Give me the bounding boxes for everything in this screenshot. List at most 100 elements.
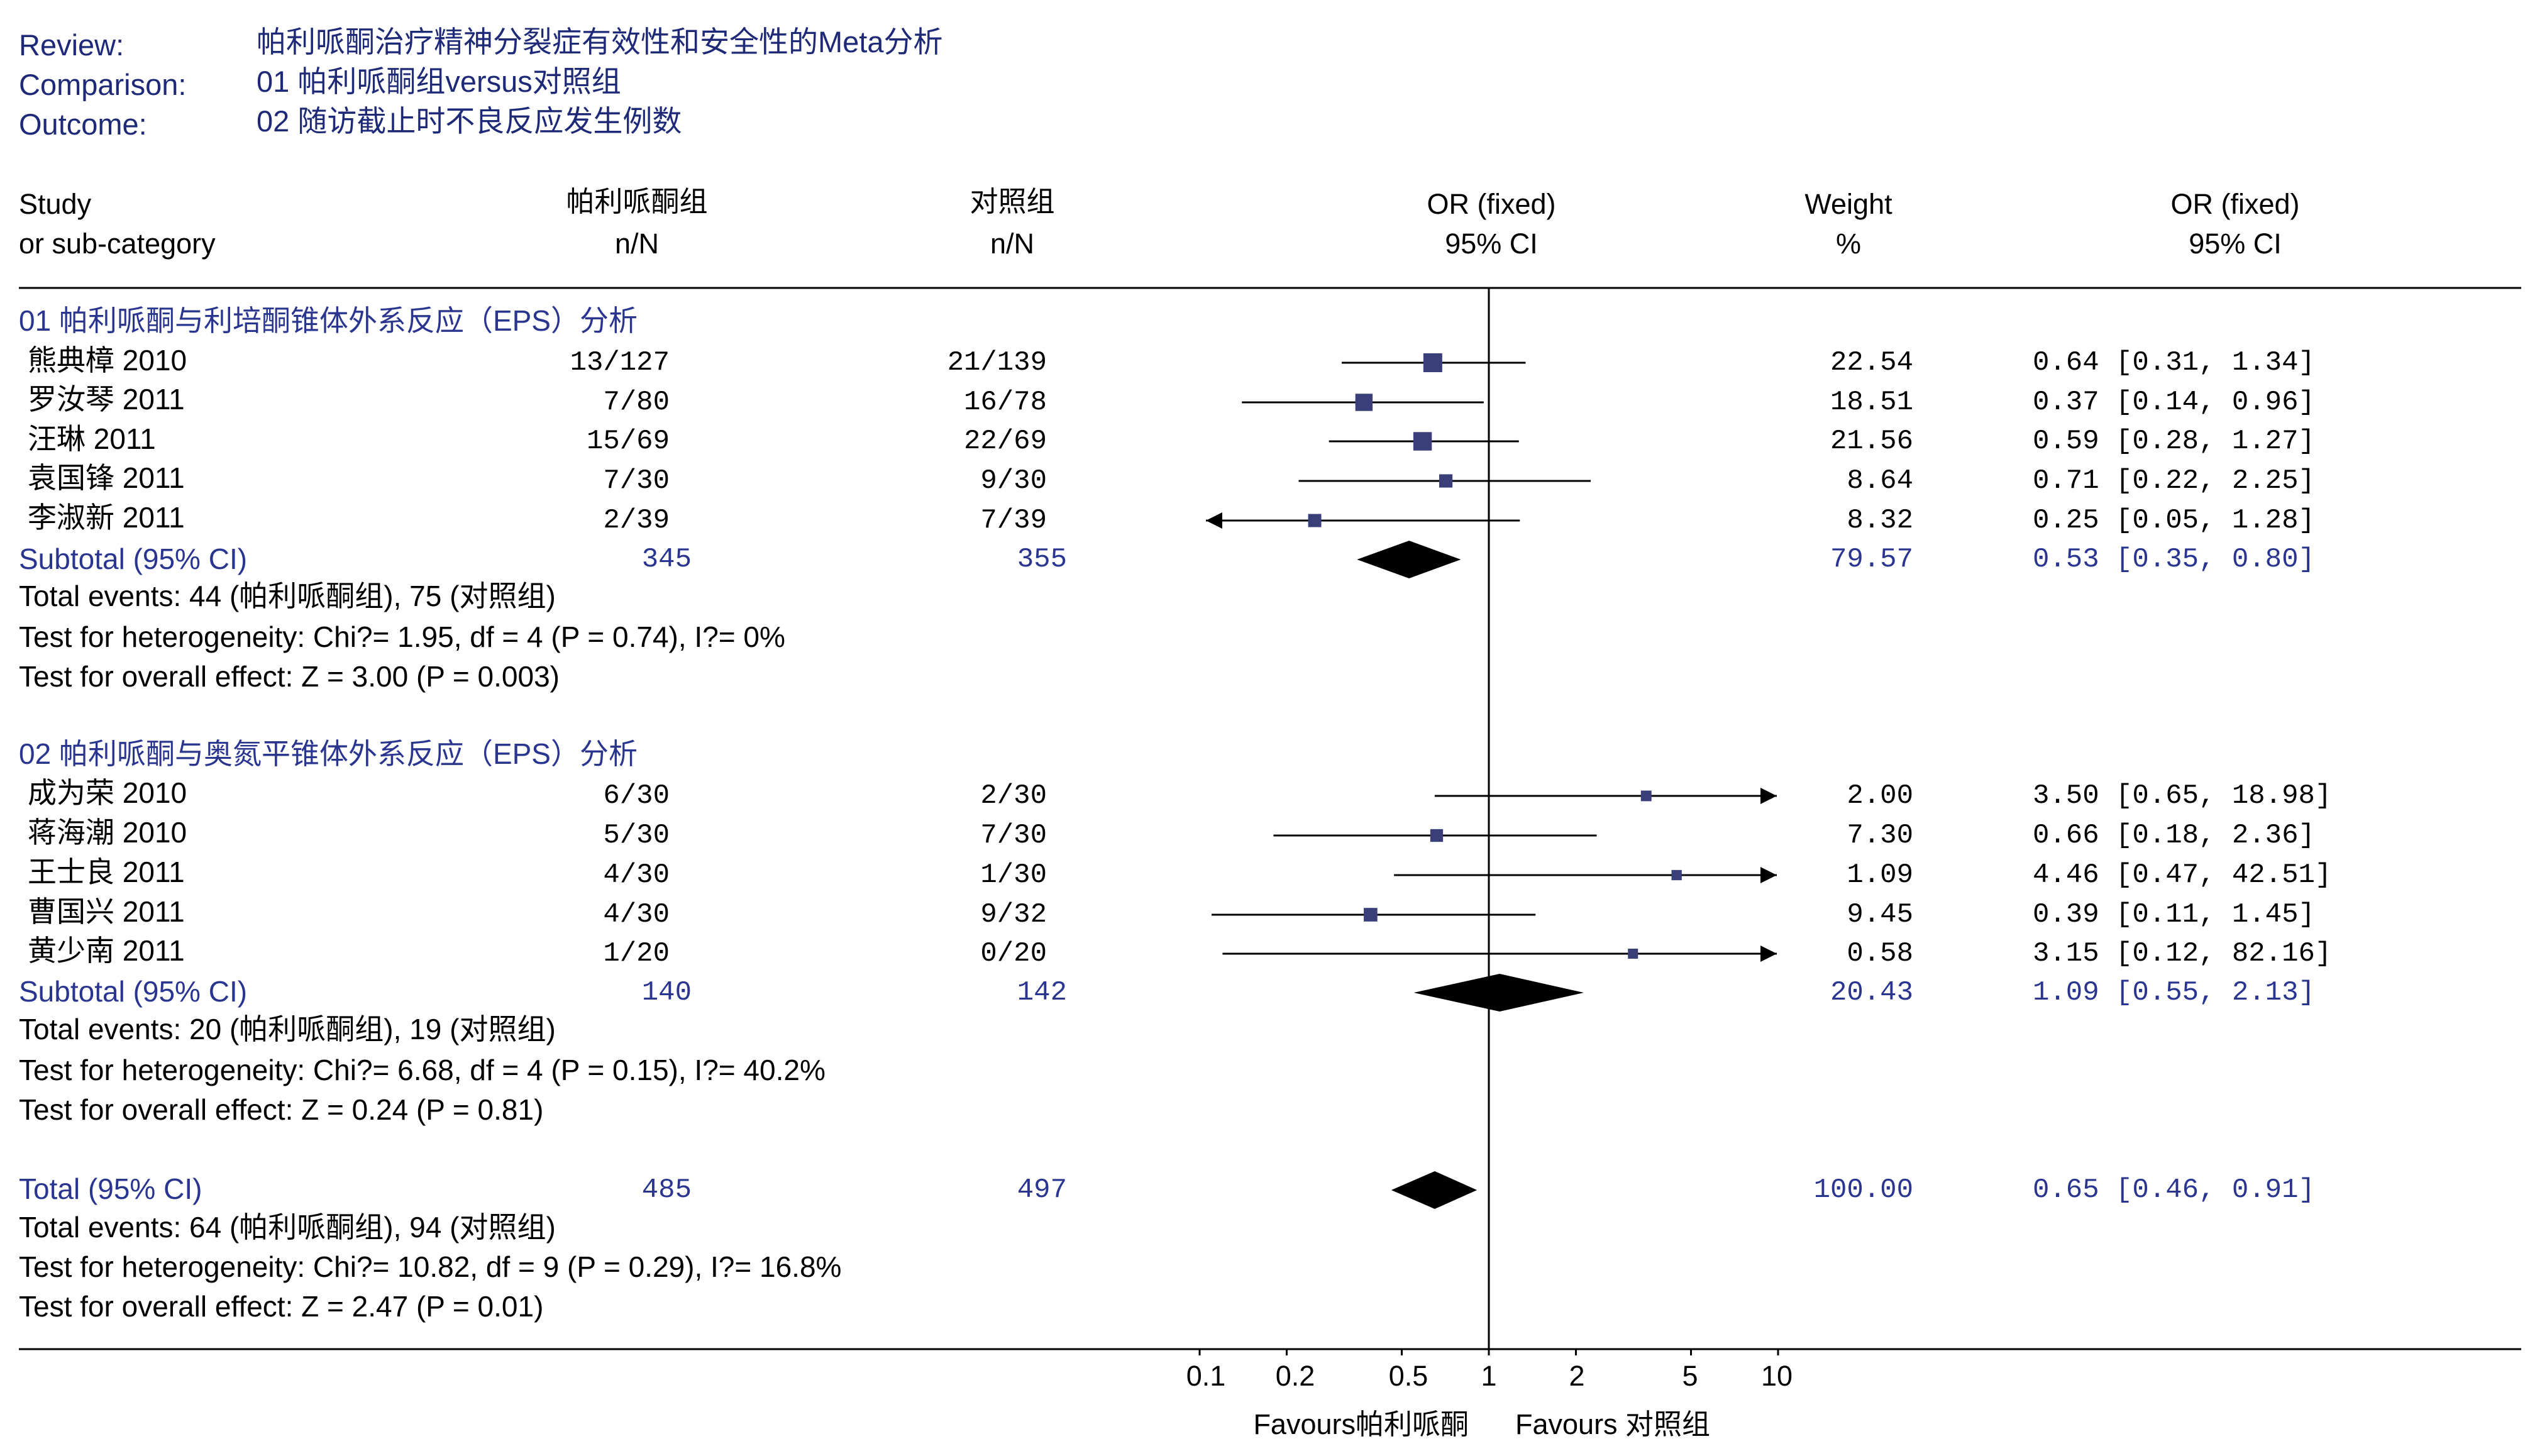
study-weight: 21.56	[1830, 426, 1913, 457]
study-treatment: 7/80	[603, 387, 670, 418]
study-weight: 8.64	[1847, 465, 1913, 497]
study-name: 熊典樟 2010	[28, 344, 187, 377]
study-weight: 7.30	[1847, 820, 1913, 851]
review-label: Review:	[19, 28, 124, 62]
heterogeneity-text: Test for heterogeneity: Chi?= 1.95, df =…	[19, 620, 785, 653]
study-or-ci: 0.66 [0.18, 2.36]	[2033, 820, 2315, 851]
subtotal-diamond	[1413, 974, 1584, 1012]
study-treatment: 4/30	[603, 899, 670, 930]
study-name: 王士良 2011	[28, 856, 185, 888]
comparison-label: Comparison:	[19, 68, 187, 101]
col-control-subheader: n/N	[990, 228, 1035, 260]
study-control: 7/30	[980, 820, 1047, 851]
study-or-ci: 0.25 [0.05, 1.28]	[2033, 505, 2315, 536]
study-control: 9/30	[980, 465, 1047, 497]
study-effect-square	[1413, 432, 1432, 451]
subtotal-control: 355	[1017, 544, 1067, 575]
study-or-ci: 0.71 [0.22, 2.25]	[2033, 465, 2315, 497]
total-events-text: Total events: 44 (帕利哌酮组), 75 (对照组)	[19, 580, 556, 612]
col-or-plot-subheader: 95% CI	[1445, 228, 1538, 260]
axis-tick-label: 0.2	[1275, 1360, 1315, 1392]
subtotal-or-ci: 1.09 [0.55, 2.13]	[2033, 977, 2315, 1008]
study-control: 1/30	[980, 859, 1047, 891]
study-effect-square	[1308, 514, 1322, 527]
axis-tick-label: 0.5	[1388, 1360, 1428, 1392]
study-weight: 18.51	[1830, 387, 1913, 418]
study-weight: 1.09	[1847, 859, 1913, 891]
ci-truncation-arrow	[1206, 512, 1222, 529]
total-treatment: 485	[641, 1174, 692, 1206]
ci-truncation-arrow	[1760, 867, 1777, 883]
group-title: 01 帕利哌酮与利培酮锥体外系反应（EPS）分析	[19, 304, 638, 337]
subtotal-or-ci: 0.53 [0.35, 0.80]	[2033, 544, 2315, 575]
study-effect-square	[1364, 908, 1378, 922]
total-or-ci: 0.65 [0.46, 0.91]	[2033, 1174, 2315, 1206]
study-treatment: 5/30	[603, 820, 670, 851]
study-name: 李淑新 2011	[28, 501, 185, 534]
study-treatment: 15/69	[586, 426, 670, 457]
study-weight: 8.32	[1847, 505, 1913, 536]
col-treatment-subheader: n/N	[614, 228, 660, 260]
ci-truncation-arrow	[1760, 788, 1777, 804]
outcome-value: 02 随访截止时不良反应发生例数	[257, 104, 682, 138]
study-name: 蒋海潮 2010	[28, 816, 187, 849]
comparison-value: 01 帕利哌酮组versus对照组	[257, 65, 621, 98]
study-name: 曹国兴 2011	[28, 895, 185, 928]
axis-tick-label: 0.1	[1186, 1360, 1226, 1392]
subtotal-control: 142	[1017, 977, 1067, 1008]
study-weight: 9.45	[1847, 899, 1913, 930]
study-name: 黄少南 2011	[28, 934, 185, 967]
study-weight: 2.00	[1847, 780, 1913, 812]
overall-effect-text: Test for overall effect: Z = 0.24 (P = 0…	[19, 1093, 544, 1126]
study-name: 罗汝琴 2011	[28, 383, 185, 416]
study-effect-square	[1439, 474, 1453, 488]
study-weight: 0.58	[1847, 938, 1913, 969]
study-or-ci: 0.64 [0.31, 1.34]	[2033, 347, 2315, 378]
study-effect-square	[1355, 394, 1373, 411]
total-control: 497	[1017, 1174, 1067, 1206]
col-or-text-subheader: 95% CI	[2189, 228, 2282, 260]
study-control: 0/20	[980, 938, 1047, 969]
total-events-text: Total events: 20 (帕利哌酮组), 19 (对照组)	[19, 1013, 556, 1045]
heterogeneity-text: Test for heterogeneity: Chi?= 10.82, df …	[19, 1250, 842, 1283]
axis-tick-label: 10	[1760, 1360, 1793, 1392]
group-title: 02 帕利哌酮与奥氮平锥体外系反应（EPS）分析	[19, 737, 638, 770]
study-effect-square	[1628, 949, 1638, 959]
study-treatment: 6/30	[603, 780, 670, 812]
study-effect-square	[1430, 829, 1444, 842]
col-study-subheader: or sub-category	[19, 228, 216, 260]
study-control: 21/139	[947, 347, 1047, 378]
total-label: Total (95% CI)	[19, 1172, 202, 1205]
study-or-ci: 3.50 [0.65, 18.98]	[2033, 780, 2332, 812]
subtotal-weight: 79.57	[1830, 544, 1913, 575]
study-treatment: 7/30	[603, 465, 670, 497]
overall-effect-text: Test for overall effect: Z = 3.00 (P = 0…	[19, 660, 560, 693]
favours-right-label: Favours 对照组	[1515, 1408, 1711, 1440]
axis-tick-label: 5	[1682, 1360, 1698, 1392]
study-or-ci: 3.15 [0.12, 82.16]	[2033, 938, 2332, 969]
study-name: 成为荣 2010	[28, 776, 187, 809]
study-effect-square	[1671, 869, 1682, 881]
subtotal-label: Subtotal (95% CI)	[19, 543, 248, 575]
col-weight-subheader: %	[1835, 228, 1862, 260]
subtotal-label: Subtotal (95% CI)	[19, 975, 248, 1008]
overall-effect-text: Test for overall effect: Z = 2.47 (P = 0…	[19, 1290, 544, 1323]
study-or-ci: 4.46 [0.47, 42.51]	[2033, 859, 2332, 891]
col-study-header: Study	[19, 188, 92, 220]
col-treatment-header: 帕利哌酮组	[566, 185, 708, 218]
review-title: 帕利哌酮治疗精神分裂症有效性和安全性的Meta分析	[257, 25, 943, 58]
study-effect-square	[1423, 353, 1442, 372]
study-control: 16/78	[963, 387, 1047, 418]
axis-tick-label: 1	[1481, 1360, 1497, 1392]
study-name: 汪琳 2011	[28, 422, 156, 455]
total-diamond	[1391, 1171, 1478, 1209]
col-control-header: 对照组	[970, 185, 1055, 218]
total-weight: 100.00	[1813, 1174, 1913, 1206]
ci-truncation-arrow	[1760, 946, 1777, 962]
subtotal-diamond	[1357, 541, 1461, 578]
study-effect-square	[1640, 790, 1652, 802]
study-treatment: 4/30	[603, 859, 670, 891]
subtotal-weight: 20.43	[1830, 977, 1913, 1008]
